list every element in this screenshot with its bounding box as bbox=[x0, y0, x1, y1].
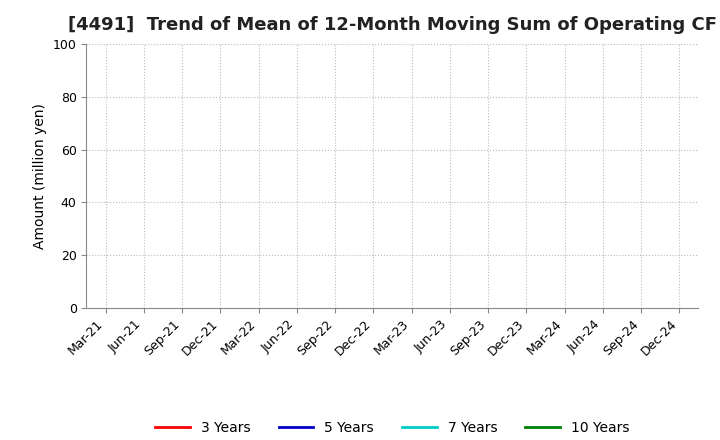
Y-axis label: Amount (million yen): Amount (million yen) bbox=[33, 103, 48, 249]
Legend: 3 Years, 5 Years, 7 Years, 10 Years: 3 Years, 5 Years, 7 Years, 10 Years bbox=[150, 415, 635, 440]
Title: [4491]  Trend of Mean of 12-Month Moving Sum of Operating CF: [4491] Trend of Mean of 12-Month Moving … bbox=[68, 16, 717, 34]
